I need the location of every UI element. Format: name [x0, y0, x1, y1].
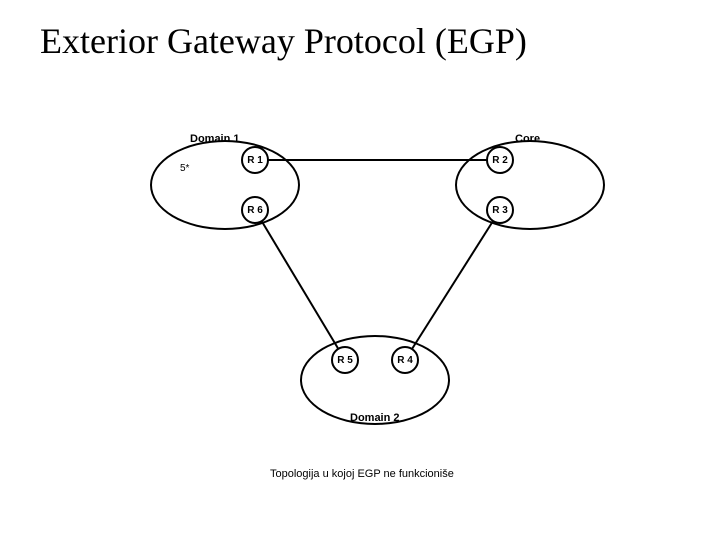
router-r4: R 4: [391, 346, 419, 374]
router-r1: R 1: [241, 146, 269, 174]
edge-r6-r5: [255, 210, 345, 360]
router-r3: R 3: [486, 196, 514, 224]
router-r2: R 2: [486, 146, 514, 174]
edge-r3-r4: [405, 210, 500, 360]
router-r5: R 5: [331, 346, 359, 374]
edge-layer: [0, 90, 720, 510]
router-r6: R 6: [241, 196, 269, 224]
page-title: Exterior Gateway Protocol (EGP): [40, 20, 527, 62]
network-diagram: Domain 1 Core Domain 2 R 1 R 2 R 6 R 3 R…: [0, 90, 720, 510]
